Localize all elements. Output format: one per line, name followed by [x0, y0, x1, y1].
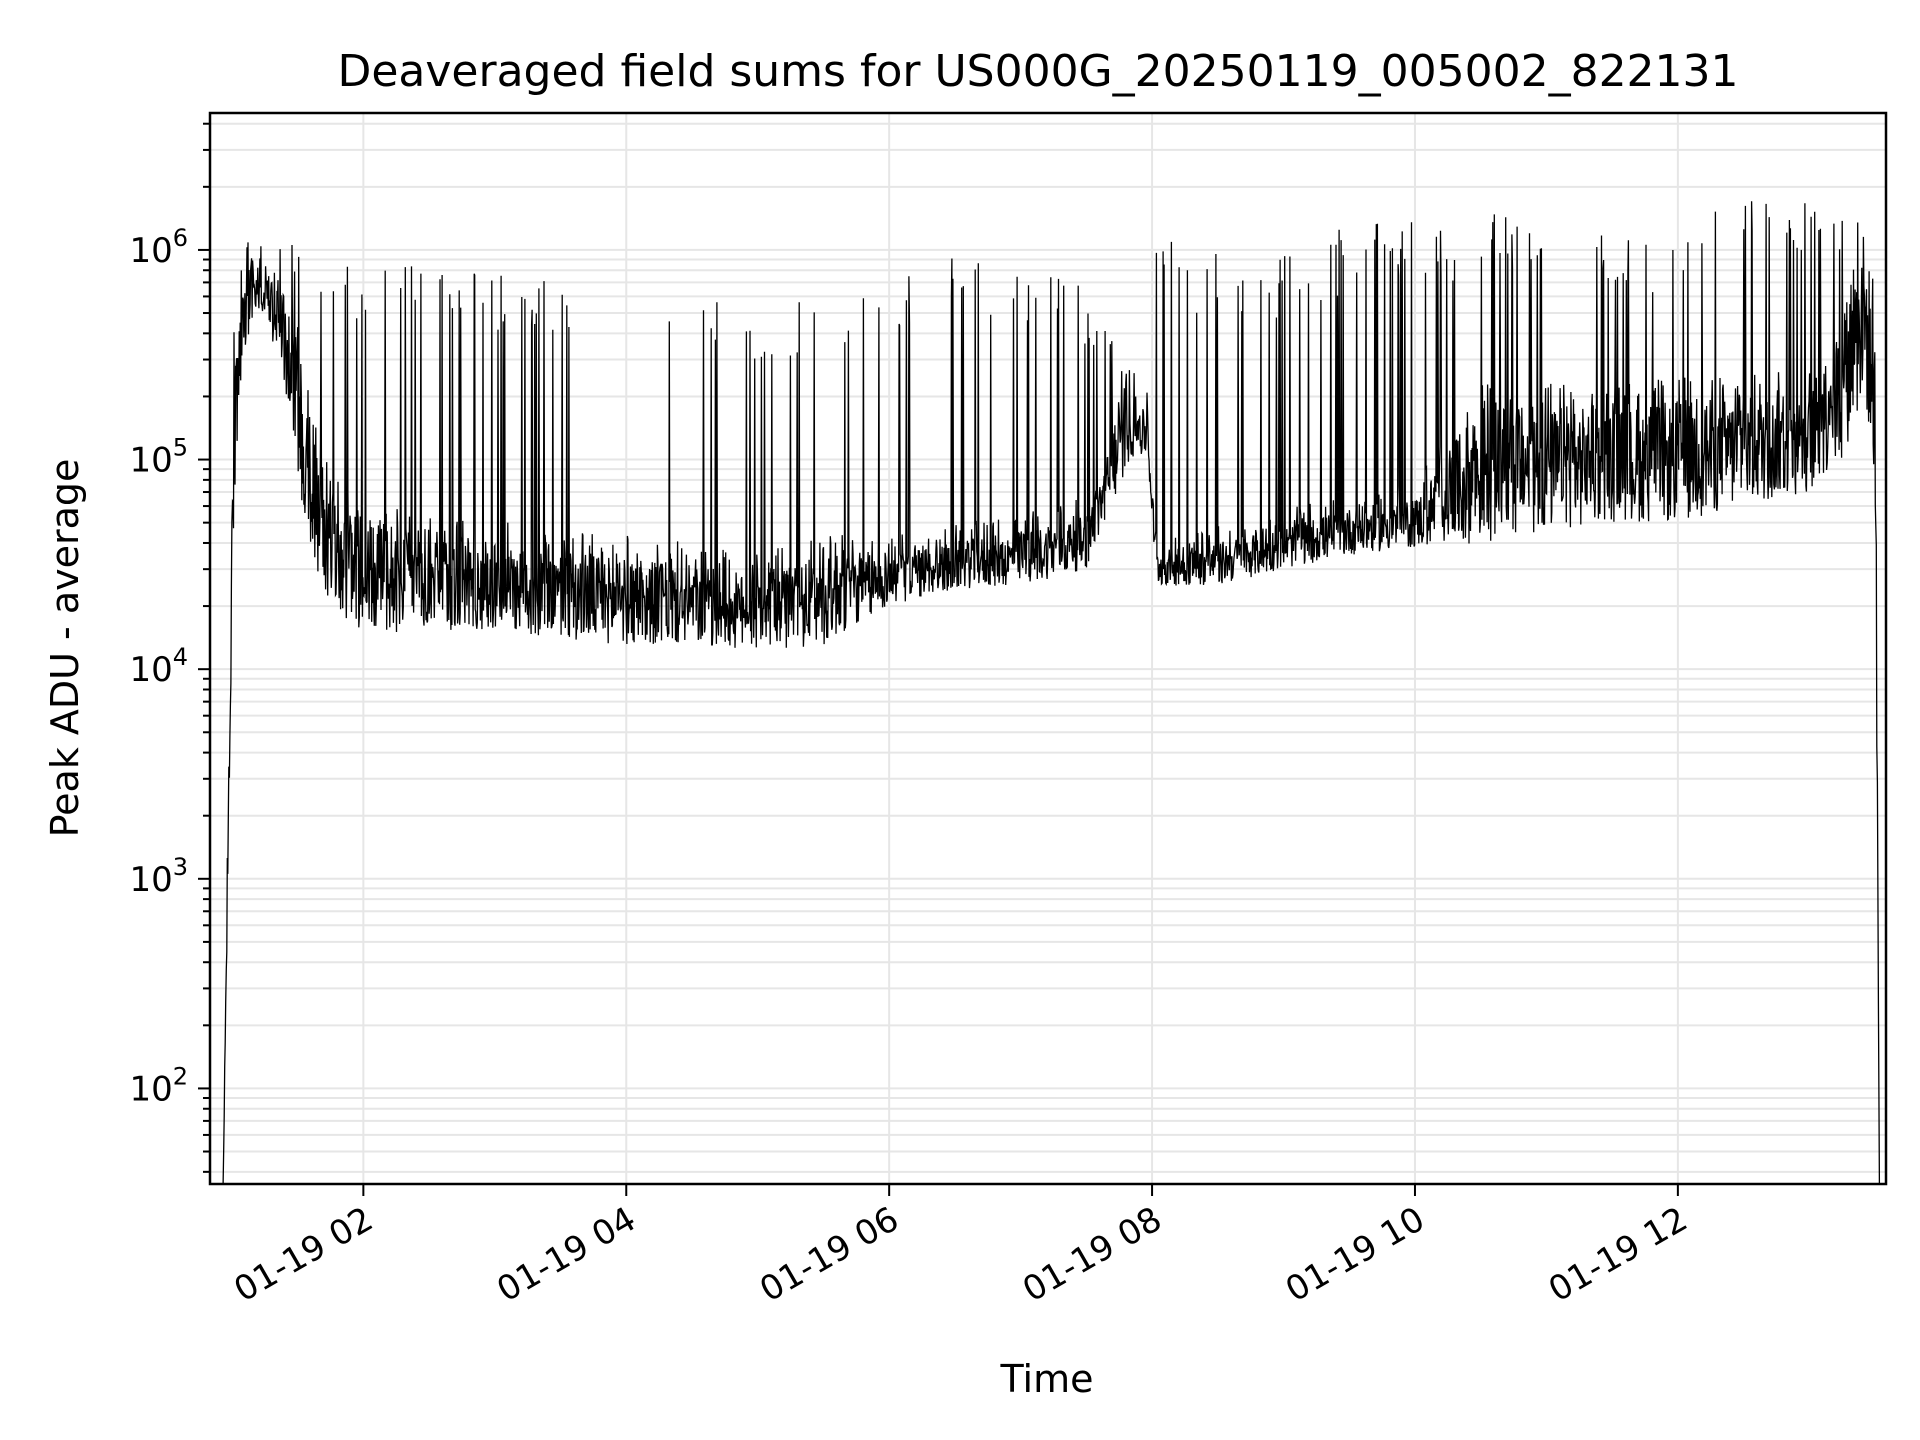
- y-axis-label: Peak ADU - average: [43, 459, 87, 838]
- chart-title: Deaveraged field sums for US000G_2025011…: [337, 46, 1738, 97]
- plot-area: [222, 201, 1881, 1185]
- x-axis-label: Time: [1000, 1357, 1094, 1401]
- plot-frame: [208, 111, 1888, 1186]
- series-line: [222, 201, 1881, 1185]
- y-tick-label: 103: [129, 853, 188, 900]
- grid-lines: [210, 113, 1886, 1184]
